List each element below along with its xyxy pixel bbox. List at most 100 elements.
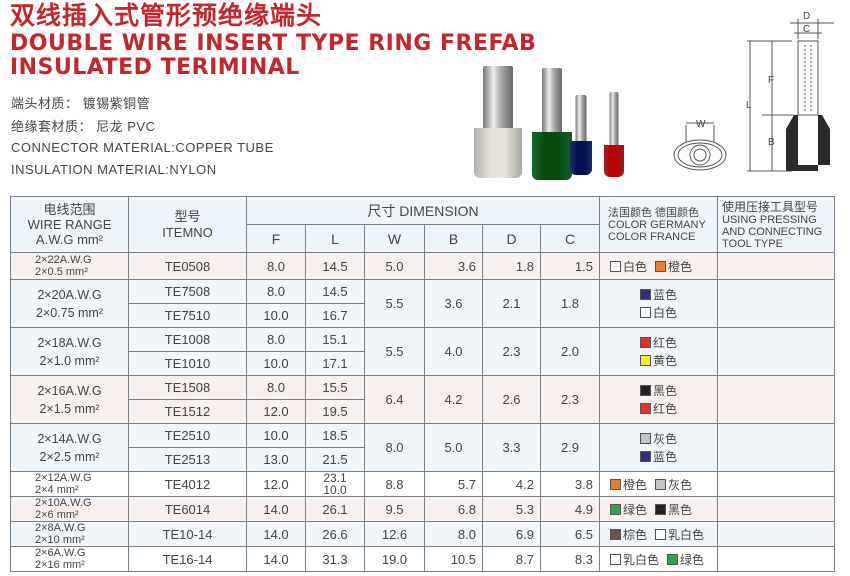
color-entry: 白色 xyxy=(610,260,647,274)
dim-f: 14.0 xyxy=(246,521,306,547)
color-cell: 橙色 灰色 xyxy=(599,471,718,497)
spec-table: 电线范围 WIRE RANGE A.W.G mm² 型号 ITEMNO 尺寸 D… xyxy=(10,196,835,572)
wire-range-cell: 2×12A.W.G 2×4 mm² xyxy=(10,471,129,497)
table-row: 2×8A.W.G 2×10 mm² TE10-14 14.0 26.6 12.6 8.0 6.… xyxy=(10,521,835,547)
wire-range-line: 2×8A.W.G xyxy=(35,522,86,534)
spec-insulation-material-en: INSULATION MATERIAL:NYLON xyxy=(11,162,217,177)
color-label: 黑色 xyxy=(652,383,677,398)
dim-w: 5.5 xyxy=(364,279,425,328)
tool-type-cell xyxy=(717,521,835,547)
color-entry: 黑色 xyxy=(600,382,717,400)
dim-l: 14.5 xyxy=(305,252,365,280)
spec-terminal-material: 端头材质： 镀锡紫铜管 xyxy=(11,96,151,111)
color-cell: 白色 橙色 xyxy=(599,252,718,280)
dim-f: 14.0 xyxy=(246,496,306,522)
dim-d: 8.7 xyxy=(482,546,541,572)
wire-range-line: 2×2.5 mm² xyxy=(39,449,100,464)
color-swatch-icon xyxy=(610,503,621,515)
color-swatch-icon xyxy=(610,528,621,540)
ferrule-red xyxy=(604,92,624,177)
title-zh: 双线插入式管形预绝缘端头 xyxy=(10,1,323,30)
dim-c: 2.9 xyxy=(540,423,600,472)
header-color: 法国颜色 德国颜色 COLOR GERMANY COLOR FRANCE xyxy=(599,196,718,253)
color-cell: 黑色 红色 xyxy=(599,375,718,424)
ferrule-blue xyxy=(570,95,592,175)
item-number: TE7508 xyxy=(128,279,247,304)
item-number: TE1010 xyxy=(128,351,247,376)
color-swatch-icon xyxy=(655,260,667,272)
dim-w: 8.0 xyxy=(364,423,425,472)
dim-d: 2.3 xyxy=(482,327,541,376)
table-row: TE2513 13.0 21.5 xyxy=(11,447,835,472)
header-wire-range-en: WIRE RANGE xyxy=(27,217,112,232)
dim-w: 9.5 xyxy=(364,496,425,522)
color-label: 蓝色 xyxy=(652,287,677,302)
dim-b: 6.8 xyxy=(424,496,483,522)
color-label: 橙色 xyxy=(623,477,648,492)
dim-b: 5.7 xyxy=(424,471,483,497)
wire-range-line: 2×14A.W.G xyxy=(37,431,102,446)
color-swatch-icon xyxy=(610,553,621,565)
wire-range-line: 2×1.0 mm² xyxy=(39,353,100,368)
dim-d: 2.1 xyxy=(482,279,541,328)
item-number: TE16-14 xyxy=(128,546,247,572)
color-label: 红色 xyxy=(652,401,677,416)
wire-range-cell: 2×14A.W.G 2×2.5 mm² xyxy=(10,423,129,472)
color-label: 蓝色 xyxy=(652,449,677,464)
dim-d: 4.2 xyxy=(482,471,541,497)
dim-l: 15.1 xyxy=(305,327,365,352)
dim-l: 18.5 xyxy=(305,423,365,448)
color-label: 灰色 xyxy=(652,431,677,446)
item-number: TE10-14 xyxy=(128,521,247,547)
wire-range-line: 2×10 mm² xyxy=(35,534,85,546)
dim-b: 4.2 xyxy=(424,375,483,424)
item-number: TE4012 xyxy=(128,471,247,497)
dim-d: 6.9 xyxy=(482,521,541,547)
color-swatch-icon xyxy=(639,306,651,318)
color-entry: 灰色 xyxy=(600,430,717,448)
diagram-label-l: L xyxy=(746,100,752,111)
wire-range-line: 2×6A.W.G xyxy=(35,547,86,559)
color-swatch-icon xyxy=(667,553,679,565)
table-row: TE1010 10.0 17.1 xyxy=(11,351,835,376)
dim-w: 19.0 xyxy=(364,546,425,572)
dim-c: 1.8 xyxy=(540,279,600,328)
header-dimension: 尺寸 DIMENSION xyxy=(246,196,600,225)
item-number: TE2510 xyxy=(128,423,247,448)
color-label: 红色 xyxy=(652,335,677,350)
item-number: TE1008 xyxy=(128,327,247,352)
color-entry: 白色 xyxy=(600,304,717,322)
item-number: TE1512 xyxy=(128,399,247,424)
dim-f: 8.0 xyxy=(246,327,306,352)
item-number: TE2513 xyxy=(128,447,247,472)
color-label: 白色 xyxy=(652,305,677,320)
wire-range-cell: 2×20A.W.G 2×0.75 mm² xyxy=(10,279,129,328)
dim-f: 10.0 xyxy=(246,303,306,328)
item-number: TE7510 xyxy=(128,303,247,328)
tool-type-cell xyxy=(717,496,835,522)
dim-f: 8.0 xyxy=(246,279,306,304)
color-entry: 灰色 xyxy=(655,478,692,492)
header-wire-range-unit: A.W.G mm² xyxy=(35,232,104,247)
dim-l: 21.5 xyxy=(305,447,365,472)
header-col-d: D xyxy=(482,224,541,253)
header-item: 型号 ITEMNO xyxy=(128,196,247,253)
diagram-label-w: W xyxy=(696,119,706,130)
header-item-zh: 型号 xyxy=(174,208,201,224)
wire-range-cell: 2×22A.W.G 2×0.5 mm² xyxy=(10,252,129,280)
table-row: 2×10A.W.G 2×6 mm² TE6014 14.0 26.1 9.5 6.8 5.3 4… xyxy=(10,496,835,522)
color-entry: 黄色 xyxy=(600,352,717,370)
dim-l-value: 10.0 xyxy=(323,483,347,497)
dim-w: 12.6 xyxy=(364,521,425,547)
color-cell: 红色黄色 xyxy=(599,327,718,376)
dim-c: 3.8 xyxy=(540,471,600,497)
table-row: 2×18A.W.G 2×1.0 mm² TE1008 8.0 15.1 5.5 4.0 2.3… xyxy=(10,327,835,376)
color-swatch-icon xyxy=(639,432,651,444)
wire-range-line: 2×18A.W.G xyxy=(37,335,102,350)
dim-f: 8.0 xyxy=(246,375,306,400)
header-color-en1: COLOR GERMANY xyxy=(608,218,706,231)
color-swatch-icon xyxy=(655,528,667,540)
dim-l: 26.6 xyxy=(305,521,365,547)
color-entry: 乳白色 xyxy=(610,553,659,567)
color-label: 乳白色 xyxy=(623,552,660,567)
